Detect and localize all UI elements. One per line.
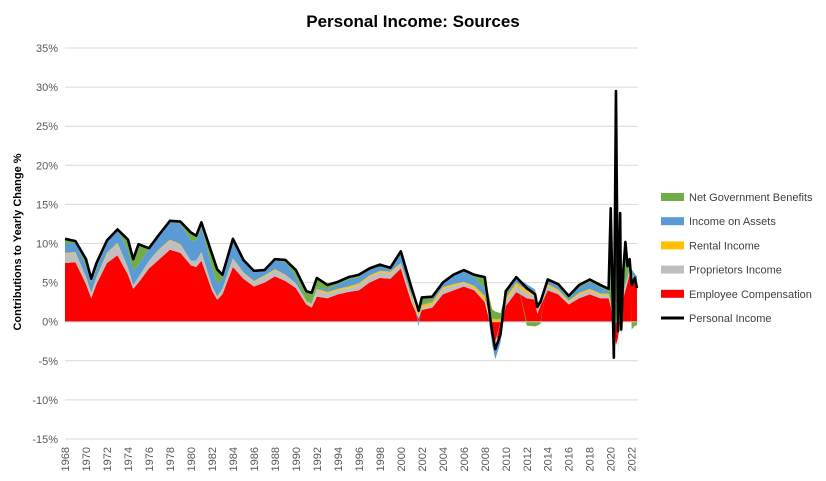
legend-label: Net Government Benefits — [689, 192, 813, 204]
stacked-areas — [65, 163, 637, 360]
chart-title: Personal Income: Sources — [306, 12, 520, 31]
x-tick-label: 2016 — [564, 447, 576, 471]
x-tick-label: 2000 — [396, 447, 408, 471]
x-tick-label: 1978 — [165, 447, 177, 471]
y-tick-label: -10% — [32, 395, 58, 407]
y-tick-labels: 35% 30% 25% 20% 15% 10% 5% 0% -5% -10% -15% — [32, 43, 58, 446]
x-tick-label: 1984 — [228, 447, 240, 471]
legend-label: Rental Income — [689, 240, 760, 252]
y-tick-label: 10% — [36, 239, 58, 251]
x-tick-label: 2020 — [606, 447, 618, 471]
income-on-assets-area — [65, 221, 637, 360]
x-tick-label: 1970 — [81, 447, 93, 471]
x-tick-label: 2008 — [480, 447, 492, 471]
x-tick-label: 1982 — [207, 447, 219, 471]
personal-income-line — [64, 89, 639, 359]
x-tick-label: 1998 — [375, 447, 387, 471]
x-tick-label: 1986 — [249, 447, 261, 471]
x-tick-label: 2014 — [543, 447, 555, 471]
y-tick-label: 25% — [36, 121, 58, 133]
x-tick-label: 1976 — [144, 447, 156, 471]
x-tick-label: 1990 — [291, 447, 303, 471]
x-tick-label: 1974 — [123, 447, 135, 471]
x-tick-labels: 1968 1970 1972 1974 1976 1978 1980 1982 1984 1986… — [60, 447, 639, 471]
y-tick-label: 15% — [36, 199, 58, 211]
legend-label: Proprietors Income — [689, 265, 782, 277]
x-tick-label: 1988 — [270, 447, 282, 471]
y-tick-label: 30% — [36, 82, 58, 94]
x-tick-label: 1972 — [102, 447, 114, 471]
x-tick-label: 2018 — [585, 447, 597, 471]
legend-swatch — [661, 241, 684, 250]
x-tick-label: 1980 — [186, 447, 198, 471]
y-tick-label: 20% — [36, 160, 58, 172]
x-tick-label: 2022 — [627, 447, 639, 471]
y-axis-label: Contributions to Yearly Change % — [12, 153, 24, 330]
x-tick-label: 1968 — [60, 447, 72, 471]
proprietors-income-area — [65, 240, 637, 346]
legend: Net Government Benefits Income on Assets R… — [661, 192, 813, 325]
x-tick-label: 1996 — [354, 447, 366, 471]
x-tick-label: 1994 — [333, 447, 345, 471]
legend-label: Personal Income — [689, 313, 772, 325]
x-tick-label: 2010 — [501, 447, 513, 471]
x-tick-label: 2004 — [438, 447, 450, 471]
x-tick-label: 2006 — [459, 447, 471, 471]
legend-label: Income on Assets — [689, 216, 776, 228]
legend-label: Employee Compensation — [689, 289, 812, 301]
y-tick-label: 5% — [42, 278, 58, 290]
x-tick-label: 1992 — [312, 447, 324, 471]
y-tick-label: -15% — [32, 434, 58, 446]
legend-swatch — [661, 265, 684, 274]
y-tick-label: -5% — [38, 356, 58, 368]
y-tick-label: 35% — [36, 43, 58, 55]
x-tick-label: 2002 — [417, 447, 429, 471]
legend-swatch — [661, 217, 684, 226]
legend-swatch — [661, 289, 684, 298]
legend-swatch — [661, 193, 684, 201]
personal-income-line-group — [64, 89, 639, 359]
x-tick-label: 2012 — [522, 447, 534, 471]
y-tick-label: 0% — [42, 317, 58, 329]
